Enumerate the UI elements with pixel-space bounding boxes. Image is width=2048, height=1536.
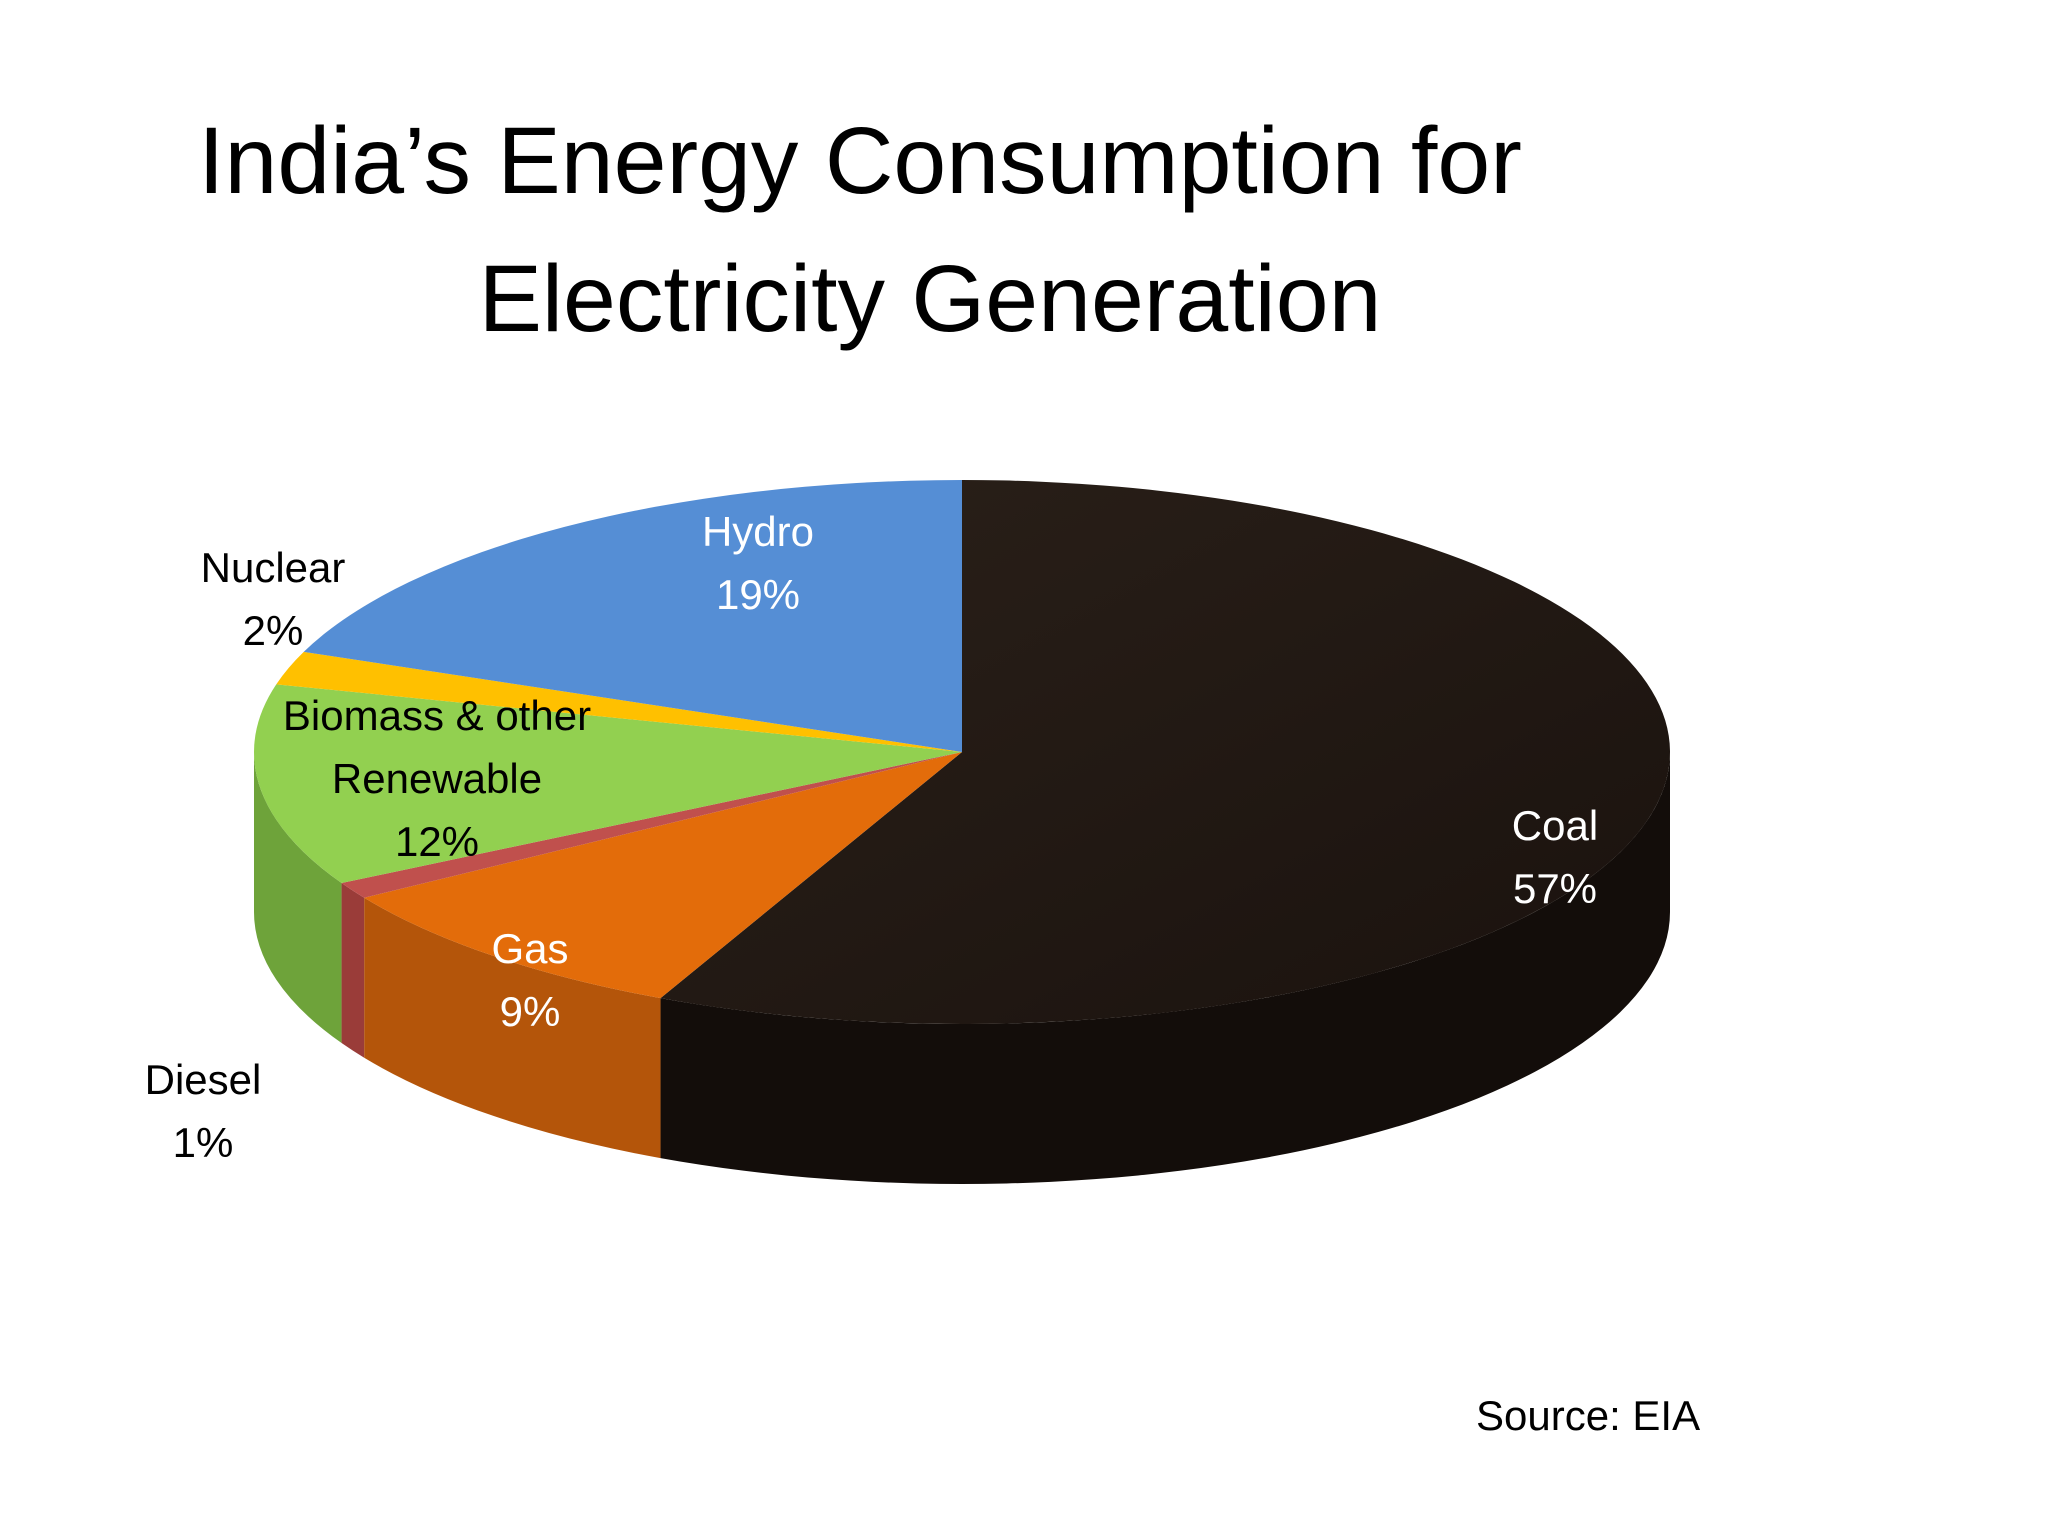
pie-side-coal bbox=[660, 752, 1670, 1184]
data-label-diesel: Diesel 1% bbox=[145, 1056, 262, 1166]
pie-slice-hydro bbox=[303, 480, 962, 752]
chart-title: India’s Energy Consumption for Electrici… bbox=[0, 92, 1720, 368]
pie-side-walls bbox=[254, 752, 1670, 1184]
source-note: Source: EIA bbox=[1476, 1392, 1701, 1439]
pie-slice-diesel bbox=[341, 752, 963, 898]
pie-labels: Coal 57% Gas 9% Diesel 1% Biomass & other Renew… bbox=[145, 508, 1599, 1166]
data-label-hydro: Hydro 19% bbox=[702, 508, 814, 618]
data-label-biomass-other-renewable: Biomass & other Renewable 12% bbox=[283, 692, 591, 865]
pie-side-biomass-other-renewable bbox=[254, 752, 342, 1044]
chart-title-line2: Electricity Generation bbox=[478, 246, 1382, 352]
pie-side-diesel bbox=[341, 883, 365, 1058]
pie-slice-biomass-other-renewable bbox=[254, 684, 962, 884]
pie-slice-coal bbox=[660, 480, 1671, 1024]
data-label-coal: Coal 57% bbox=[1512, 802, 1598, 912]
chart-title-line1: India’s Energy Consumption for bbox=[198, 108, 1522, 214]
pie-top-faces bbox=[254, 480, 1671, 1024]
pie-side-gas bbox=[364, 897, 661, 1159]
data-label-gas: Gas 9% bbox=[491, 925, 568, 1035]
data-label-nuclear: Nuclear 2% bbox=[201, 544, 346, 654]
pie-slice-nuclear bbox=[276, 651, 962, 752]
pie-slice-gas bbox=[364, 752, 962, 999]
